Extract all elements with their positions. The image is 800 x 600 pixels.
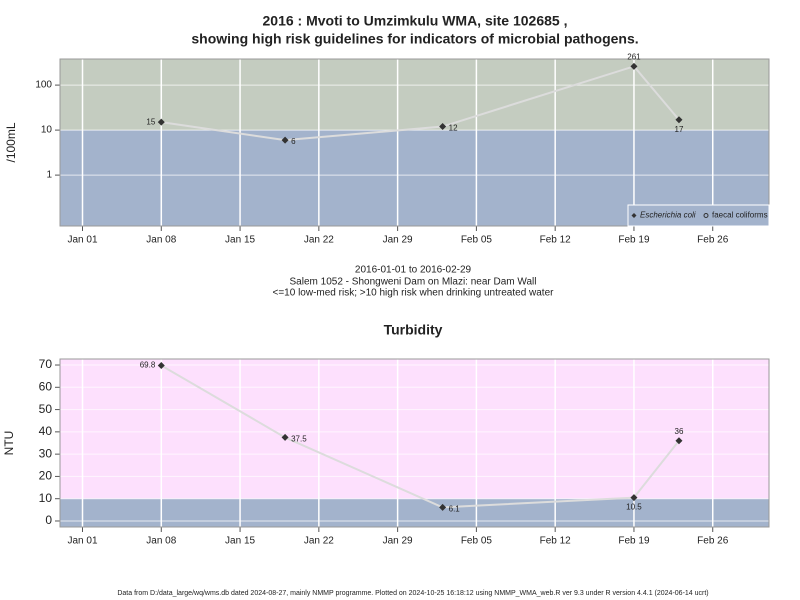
plot-frame (59, 58, 770, 227)
legend-marker (703, 213, 709, 218)
y-tick-label: 30 (39, 446, 53, 460)
x-tick-label: Jan 22 (304, 536, 334, 547)
marker (439, 503, 447, 511)
marker (281, 433, 289, 441)
x-tick-label: Feb 26 (697, 536, 729, 547)
marker (675, 437, 683, 445)
y-tick-label: 1 (46, 170, 52, 181)
y-tick-label: 0 (45, 513, 52, 527)
x-tick-label: Jan 08 (146, 536, 176, 547)
data-label: 261 (627, 52, 641, 61)
band-high (60, 59, 769, 131)
legend-marker (631, 213, 637, 218)
x-tick-label: Feb 05 (461, 536, 493, 547)
y-axis-label: /100mL (4, 122, 18, 162)
y-tick-label: 50 (39, 402, 53, 416)
x-tick-label: Feb 19 (618, 536, 650, 547)
data-label: 6 (291, 137, 296, 146)
x-tick-label: Jan 29 (383, 536, 413, 547)
legend-label: faecal coliforms (712, 211, 768, 220)
y-tick-label: 60 (39, 379, 53, 393)
y-tick-label: 20 (39, 469, 53, 483)
data-label: 15 (146, 117, 155, 126)
legend-label: Escherichia coli (640, 211, 696, 220)
y-tick-label: 10 (41, 125, 53, 136)
marker (157, 361, 165, 369)
data-label: 69.8 (140, 361, 156, 370)
x-tick-label: Jan 15 (225, 235, 255, 246)
x-tick-label: Jan 22 (304, 235, 334, 246)
plot-frame (59, 358, 770, 528)
y-axis-label: NTU (2, 431, 16, 456)
data-label: 10.5 (626, 503, 642, 512)
subtitle: 2016-01-01 to 2016-02-29 (355, 265, 472, 276)
x-tick-label: Feb 05 (461, 235, 493, 246)
band-high (60, 359, 769, 499)
marker (630, 62, 638, 70)
x-tick-label: Jan 15 (225, 536, 255, 547)
subtitle: <=10 low-med risk; >10 high risk when dr… (273, 288, 555, 299)
chart-title: showing high risk guidelines for indicat… (191, 31, 638, 47)
chart-title: 2016 : Mvoti to Umzimkulu WMA, site 1026… (263, 13, 568, 29)
x-tick-label: Jan 01 (67, 235, 97, 246)
x-tick-label: Feb 26 (697, 235, 729, 246)
subtitle: Salem 1052 - Shongweni Dam on Mlazi: nea… (290, 277, 537, 288)
data-label: 12 (449, 124, 458, 133)
data-label: 6.1 (449, 505, 461, 514)
y-tick-label: 100 (35, 80, 52, 91)
x-tick-label: Jan 29 (383, 235, 413, 246)
marker (439, 123, 447, 131)
y-tick-label: 10 (39, 491, 53, 505)
x-tick-label: Feb 19 (618, 235, 650, 246)
chart-title: Turbidity (384, 322, 443, 338)
marker (157, 118, 165, 126)
x-tick-label: Jan 01 (67, 536, 97, 547)
marker (675, 116, 683, 124)
x-tick-label: Jan 08 (146, 235, 176, 246)
footer: Data from D:/data_large/wq/wms.db dated … (117, 590, 708, 597)
data-label: 36 (675, 427, 684, 436)
x-tick-label: Feb 12 (540, 235, 572, 246)
legend-box (627, 204, 770, 227)
data-label: 37.5 (291, 435, 307, 444)
data-label: 17 (675, 125, 684, 134)
y-tick-label: 40 (39, 424, 53, 438)
y-tick-label: 70 (39, 357, 53, 371)
marker (630, 494, 638, 502)
x-tick-label: Feb 12 (540, 536, 572, 547)
marker (281, 136, 289, 144)
band-low (60, 498, 769, 527)
